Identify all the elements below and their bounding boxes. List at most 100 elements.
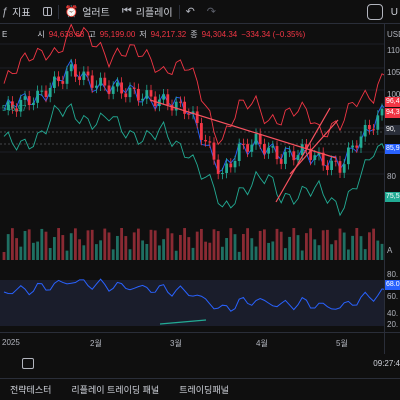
time-label: 2월 bbox=[90, 339, 102, 348]
indicators-icon: ƒ bbox=[2, 5, 9, 18]
candle-body bbox=[200, 123, 203, 140]
candle-body bbox=[330, 160, 333, 170]
volume-bar bbox=[250, 238, 254, 260]
undo-button[interactable]: ↶ bbox=[180, 0, 201, 24]
volume-bar bbox=[225, 238, 228, 260]
volume-bar bbox=[372, 228, 375, 260]
candle-body bbox=[321, 152, 325, 166]
toolbar-right-truncated[interactable]: U bbox=[390, 6, 398, 18]
price-tag-basis: 85,9 bbox=[385, 144, 400, 154]
volume-bar bbox=[27, 229, 31, 260]
price-scale[interactable]: USD 110 105 100 96,4 94,3 90, 85,9 80 75… bbox=[384, 24, 400, 354]
volume-bar bbox=[183, 228, 186, 260]
chart-canvas[interactable] bbox=[0, 23, 388, 354]
main-chart[interactable] bbox=[0, 23, 388, 354]
layout-button[interactable] bbox=[37, 0, 58, 24]
candle-body bbox=[174, 101, 178, 111]
trendline-channel-upper bbox=[289, 119, 339, 175]
volume-bar bbox=[296, 235, 300, 260]
symbol-fragment[interactable]: E bbox=[2, 29, 8, 39]
volume-bar bbox=[132, 232, 136, 260]
bottom-bar: 09:27:4 bbox=[0, 354, 400, 376]
volume-bar bbox=[380, 243, 384, 260]
rsi-band bbox=[0, 280, 384, 326]
volume-bar bbox=[313, 239, 317, 260]
candle-body bbox=[229, 163, 233, 168]
volume-bar bbox=[153, 230, 157, 260]
top-toolbar: ƒ 지표 ⏰ 얼러트 ⏮ 리플레이 ↶ ↷ U bbox=[0, 0, 400, 24]
volume-bar bbox=[65, 250, 69, 260]
candle-body bbox=[334, 160, 338, 162]
candle-body bbox=[95, 85, 98, 88]
replay-button[interactable]: ⏮ 리플레이 bbox=[116, 0, 179, 24]
redo-icon: ↷ bbox=[206, 6, 216, 18]
time-axis[interactable]: 2025 2월 3월 4월 5월 bbox=[0, 332, 400, 354]
volume-bar bbox=[305, 233, 308, 260]
bollinger-upper bbox=[3, 23, 387, 146]
replay-label: 리플레이 bbox=[135, 8, 173, 19]
indicators-button[interactable]: ƒ 지표 bbox=[0, 0, 37, 24]
price-unit: USD bbox=[387, 30, 400, 39]
candle-body bbox=[137, 88, 140, 101]
candle-body bbox=[237, 143, 241, 161]
candle-body bbox=[317, 152, 321, 156]
volume-bar bbox=[74, 228, 77, 260]
candle-body bbox=[145, 90, 149, 99]
volume-bar bbox=[149, 229, 153, 260]
volume-bar bbox=[187, 237, 191, 260]
clock[interactable]: 09:27:4 bbox=[373, 359, 400, 368]
candle-body bbox=[263, 143, 266, 154]
candle-body bbox=[103, 77, 107, 86]
rsi-line bbox=[3, 278, 387, 312]
rsi-divergence-line bbox=[159, 319, 207, 325]
candle-body bbox=[124, 93, 128, 98]
candle-body bbox=[116, 82, 119, 87]
volume-bar bbox=[69, 233, 73, 260]
candle-body bbox=[216, 159, 220, 174]
candle-body bbox=[309, 148, 312, 160]
volume-bar bbox=[120, 228, 123, 260]
price-label: 80 bbox=[387, 172, 396, 181]
volume-bar bbox=[347, 249, 350, 260]
candle-body bbox=[204, 139, 207, 142]
candle-body bbox=[11, 101, 14, 109]
candle-body bbox=[78, 76, 81, 80]
volume-bar bbox=[216, 231, 220, 260]
volume-bar bbox=[195, 231, 199, 260]
candle-body bbox=[132, 87, 136, 89]
indicator-value-fragment: 546.97 bbox=[2, 104, 27, 113]
tab-replay-trading[interactable]: 리플레이 트레이딩 패널 bbox=[71, 385, 160, 395]
candle-body bbox=[242, 143, 245, 145]
price-tag-mid: 90, bbox=[385, 125, 400, 135]
volume-bar bbox=[78, 239, 81, 260]
time-label: 3월 bbox=[170, 339, 182, 348]
volume-bar bbox=[288, 236, 291, 260]
tab-trading-panel[interactable]: 트레이딩패널 bbox=[179, 385, 229, 395]
volume-bar bbox=[111, 249, 115, 260]
volume-bar bbox=[103, 228, 107, 260]
candle-body bbox=[166, 94, 170, 105]
candle-body bbox=[275, 146, 279, 160]
volume-bar bbox=[6, 234, 10, 260]
bollinger-lower bbox=[3, 103, 387, 217]
volume-bar bbox=[179, 234, 182, 260]
fullscreen-icon[interactable] bbox=[366, 4, 383, 20]
candle-body bbox=[292, 151, 296, 161]
candle-body bbox=[44, 90, 48, 97]
volume-bar bbox=[338, 228, 342, 260]
volume-bar bbox=[23, 230, 27, 260]
alert-button[interactable]: ⏰ 얼러트 bbox=[59, 0, 116, 24]
volume-bar bbox=[174, 250, 178, 260]
price-tag-lower: 75,5 bbox=[385, 192, 400, 202]
calendar-icon[interactable] bbox=[22, 358, 34, 369]
candle-body bbox=[90, 75, 94, 88]
candle-body bbox=[162, 94, 165, 100]
redo-button[interactable]: ↷ bbox=[201, 0, 222, 24]
volume-bar bbox=[61, 235, 65, 260]
candle-body bbox=[23, 96, 27, 100]
candle-body bbox=[254, 133, 258, 145]
tab-strategy-tester[interactable]: 전략테스터 bbox=[10, 385, 52, 395]
volume-bar bbox=[191, 247, 195, 260]
price-label: A bbox=[387, 246, 393, 255]
volume-bar bbox=[32, 242, 35, 260]
